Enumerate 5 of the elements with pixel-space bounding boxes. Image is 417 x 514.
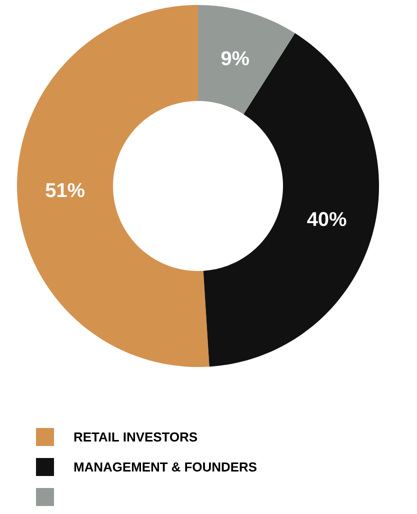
data-label: 51% [46, 183, 84, 198]
data-label: 40% [307, 212, 346, 226]
legend-label: MANAGEMENT & FOUNDERS [74, 462, 256, 472]
legend-label: RETAIL INVESTORS [74, 432, 198, 442]
data-label: 9% [221, 51, 249, 66]
